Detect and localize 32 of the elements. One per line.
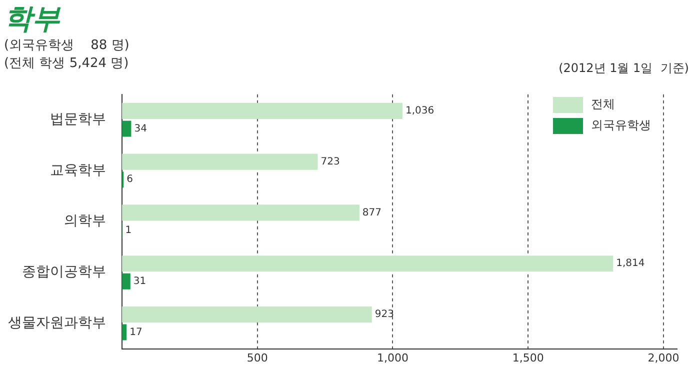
legend-label: 외국유학생 bbox=[591, 117, 651, 134]
bar bbox=[122, 102, 402, 119]
data-label: 877 bbox=[362, 207, 382, 218]
chart-title: 학부 bbox=[4, 1, 60, 37]
bar bbox=[122, 154, 318, 170]
data-label: 17 bbox=[130, 326, 142, 338]
x-tick-label: 500 bbox=[246, 351, 268, 364]
legend-label: 전체 bbox=[591, 96, 615, 113]
y-tick-label: 교육학부 bbox=[50, 162, 106, 178]
chart-subtitle: (외국유학생 88 명) (전체 학생 5,424 명) bbox=[4, 37, 130, 72]
data-label: 6 bbox=[126, 174, 133, 186]
data-label: 1,814 bbox=[616, 258, 645, 270]
data-label: 31 bbox=[133, 276, 146, 287]
bar bbox=[122, 204, 360, 221]
bar bbox=[122, 273, 130, 290]
x-tick-label: 2,000 bbox=[648, 351, 680, 364]
data-label: 1,036 bbox=[405, 106, 434, 117]
bar bbox=[122, 324, 127, 340]
bar bbox=[122, 306, 372, 322]
bar bbox=[122, 256, 614, 272]
y-tick-label: 종합이공학부 bbox=[22, 264, 106, 280]
y-tick-label: 생물자원과학부 bbox=[8, 315, 106, 331]
data-label: 1 bbox=[125, 225, 132, 236]
data-label: 923 bbox=[374, 309, 394, 320]
y-tick-label: 법문학부 bbox=[50, 111, 106, 128]
x-tick-label: 1,000 bbox=[376, 351, 408, 364]
text: (2012년 1월 1일 기준) bbox=[558, 60, 689, 77]
bar bbox=[122, 120, 132, 137]
data-label: 34 bbox=[134, 123, 147, 134]
x-tick-label: 1,500 bbox=[512, 351, 544, 364]
data-label: 723 bbox=[320, 156, 340, 168]
y-tick-label: 의학부 bbox=[64, 213, 106, 230]
